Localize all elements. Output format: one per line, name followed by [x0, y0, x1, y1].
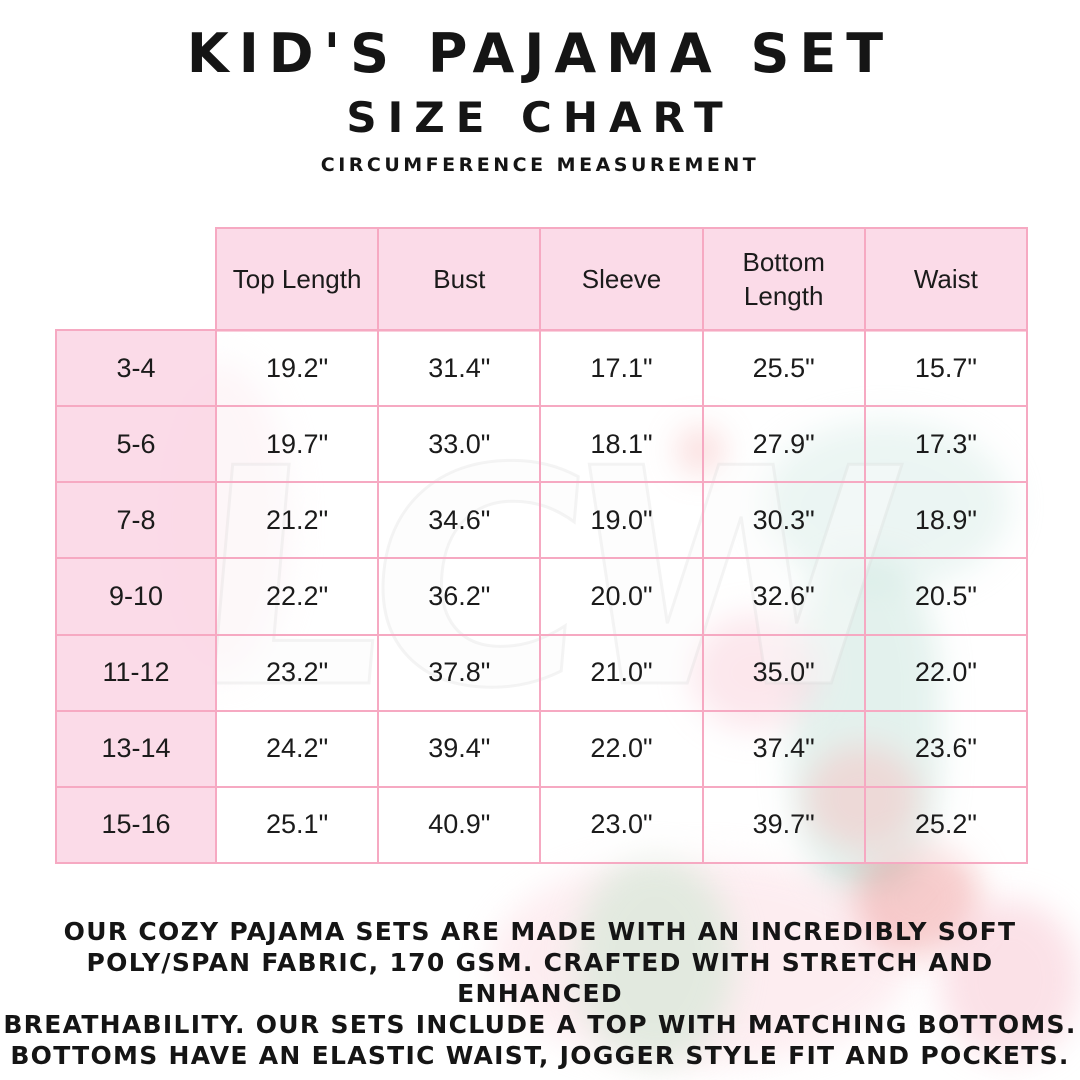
- description: OUR COZY PAJAMA SETS ARE MADE WITH AN IN…: [0, 916, 1080, 1071]
- value-cell: 20.0": [540, 558, 703, 635]
- value-cell: 19.7": [216, 406, 379, 483]
- size-cell: 15-16: [56, 786, 216, 863]
- value-cell: 27.9": [702, 406, 865, 483]
- value-cell: 30.3": [702, 482, 865, 559]
- value-cell: 19.0": [540, 482, 703, 559]
- value-cell: 25.5": [702, 330, 865, 407]
- header-cell-top-length: Top Length: [216, 228, 379, 331]
- size-cell: 5-6: [56, 406, 216, 483]
- header-cell-bottom-length: Bottom Length: [702, 228, 865, 331]
- watermark-blob: [940, 900, 1080, 1060]
- value-cell: 32.6": [702, 558, 865, 635]
- value-cell: 23.0": [540, 786, 703, 863]
- description-line: POLY/SPAN FABRIC, 170 GSM. CRAFTED WITH …: [86, 948, 994, 1008]
- watermark-blob: [575, 855, 735, 1065]
- value-cell: 22.0": [864, 634, 1027, 711]
- value-cell: 21.2": [216, 482, 379, 559]
- value-cell: 17.1": [540, 330, 703, 407]
- value-cell: 23.2": [216, 634, 379, 711]
- value-cell: 40.9": [378, 786, 541, 863]
- description-line: BOTTOMS HAVE AN ELASTIC WAIST, JOGGER ST…: [10, 1041, 1070, 1070]
- value-cell: 18.9": [864, 482, 1027, 559]
- watermark-flower: [805, 745, 920, 850]
- size-table-body: 3-4 19.2" 31.4" 17.1" 25.5" 15.7" 5-6 19…: [55, 329, 1028, 864]
- header-cell-waist: Waist: [864, 228, 1027, 331]
- value-cell: 24.2": [216, 710, 379, 787]
- value-cell: 25.2": [864, 786, 1027, 863]
- size-cell: 3-4: [56, 330, 216, 407]
- value-cell: 19.2": [216, 330, 379, 407]
- size-cell: 7-8: [56, 482, 216, 559]
- table-header-row: Top Length Bust Sleeve Bottom Length Wai…: [215, 227, 1028, 332]
- value-cell: 34.6": [378, 482, 541, 559]
- value-cell: 37.8": [378, 634, 541, 711]
- value-cell: 20.5": [864, 558, 1027, 635]
- description-line: OUR COZY PAJAMA SETS ARE MADE WITH AN IN…: [63, 917, 1017, 946]
- header-cell-bust: Bust: [378, 228, 541, 331]
- watermark-flower: [678, 428, 723, 473]
- value-cell: 22.2": [216, 558, 379, 635]
- value-cell: 37.4": [702, 710, 865, 787]
- value-cell: 36.2": [378, 558, 541, 635]
- value-cell: 21.0": [540, 634, 703, 711]
- value-cell: 33.0": [378, 406, 541, 483]
- size-cell: 13-14: [56, 710, 216, 787]
- page-subtitle: SIZE CHART: [346, 93, 734, 142]
- value-cell: 22.0": [540, 710, 703, 787]
- value-cell: 35.0": [702, 634, 865, 711]
- value-cell: 39.4": [378, 710, 541, 787]
- value-cell: 15.7": [864, 330, 1027, 407]
- value-cell: 31.4": [378, 330, 541, 407]
- value-cell: 25.1": [216, 786, 379, 863]
- value-cell: 39.7": [702, 786, 865, 863]
- value-cell: 23.6": [864, 710, 1027, 787]
- value-cell: 17.3": [864, 406, 1027, 483]
- value-cell: 18.1": [540, 406, 703, 483]
- size-cell: 11-12: [56, 634, 216, 711]
- page-title: KID'S PAJAMA SET: [186, 22, 894, 85]
- size-cell: 9-10: [56, 558, 216, 635]
- measurement-note: CIRCUMFERENCE MEASUREMENT: [320, 154, 760, 176]
- header-cell-sleeve: Sleeve: [540, 228, 703, 331]
- description-line: BREATHABILITY. OUR SETS INCLUDE A TOP WI…: [3, 1010, 1077, 1039]
- page-header: KID'S PAJAMA SET SIZE CHART CIRCUMFERENC…: [0, 0, 1080, 176]
